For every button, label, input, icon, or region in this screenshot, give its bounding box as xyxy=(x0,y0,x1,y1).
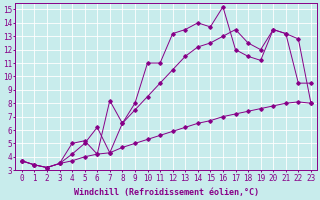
X-axis label: Windchill (Refroidissement éolien,°C): Windchill (Refroidissement éolien,°C) xyxy=(74,188,259,197)
